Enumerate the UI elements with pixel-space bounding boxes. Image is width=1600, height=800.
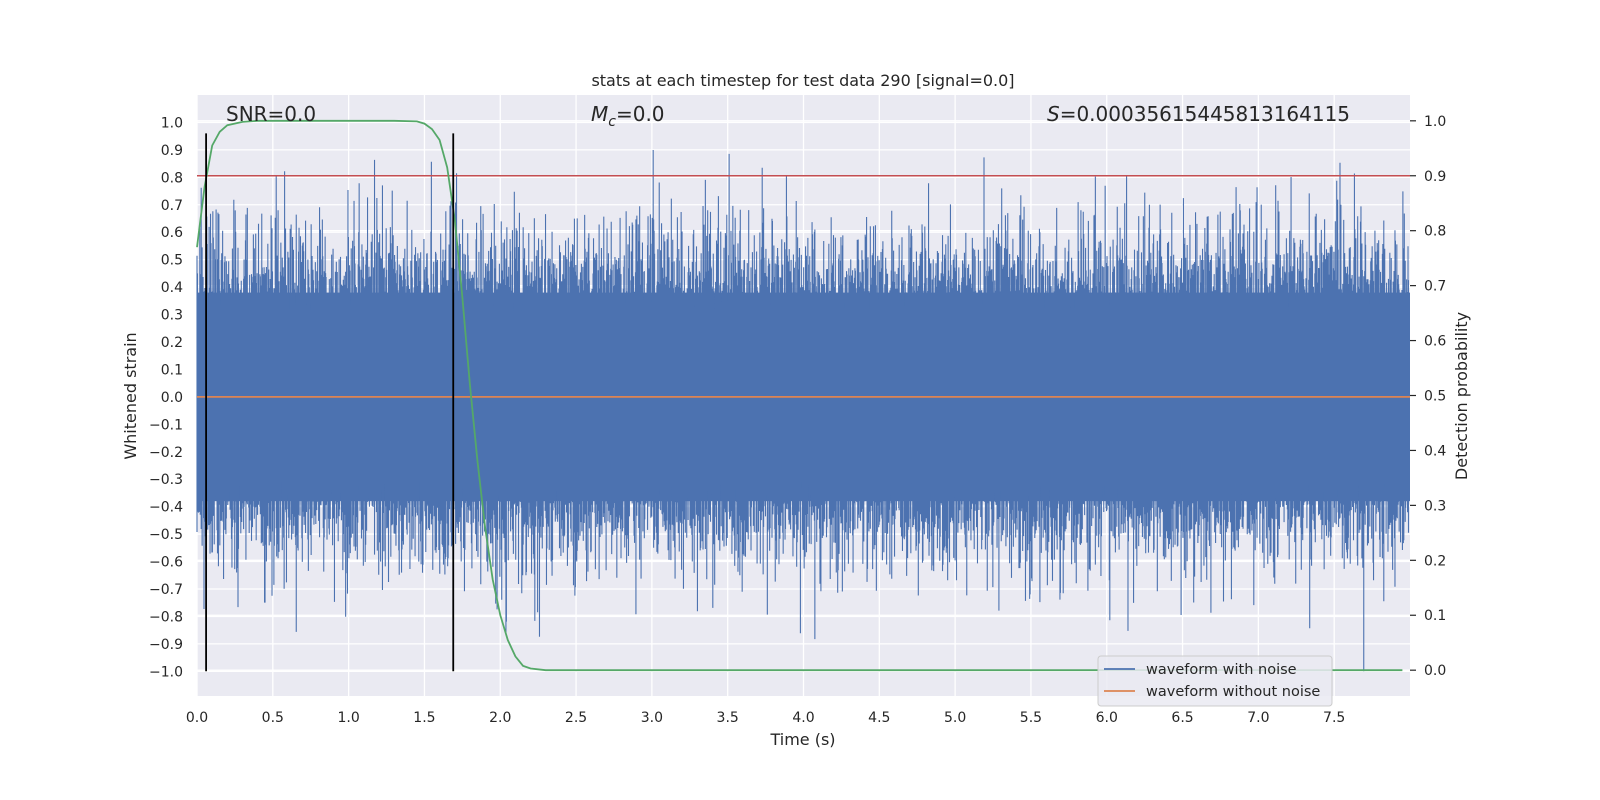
score-symbol: S <box>1047 102 1060 126</box>
legend-label-clean: waveform without noise <box>1146 684 1320 700</box>
x-tick-label: 6.5 <box>1171 710 1193 726</box>
y2-tick-label: 0.3 <box>1424 498 1446 514</box>
y-tick-label: 0.5 <box>161 253 183 269</box>
y2-tick-label: 0.1 <box>1424 608 1446 624</box>
x-tick-label: 5.0 <box>944 710 966 726</box>
y-tick-label: −0.7 <box>149 582 183 598</box>
chirp-mass-subscript: c <box>608 114 616 130</box>
y-tick-label: 0.7 <box>161 198 183 214</box>
y2-tick-label: 0.0 <box>1424 663 1446 679</box>
x-tick-label: 3.0 <box>641 710 663 726</box>
y2-tick-label: 0.7 <box>1424 279 1446 295</box>
x-tick-labels: 0.0 0.5 1.0 1.5 2.0 2.5 3.0 3.5 4.0 4.5 5.0 5.5 6.0 6… <box>186 710 1345 726</box>
y-tick-label: 1.0 <box>161 115 183 131</box>
legend-label-noise: waveform with noise <box>1146 662 1297 678</box>
event-marker-lines <box>205 133 455 672</box>
x-tick-label: 0.5 <box>262 710 284 726</box>
y-tick-label: 0.4 <box>161 280 183 296</box>
snr-annotation: SNR=0.0 <box>226 102 316 126</box>
y-tick-label: −0.2 <box>149 445 183 461</box>
x-tick-label: 7.0 <box>1247 710 1269 726</box>
x-tick-label: 4.0 <box>792 710 814 726</box>
y-tick-label: 0.9 <box>161 143 183 159</box>
x-axis-label: Time (s) <box>769 730 835 749</box>
y2-axis-label: Detection probability <box>1452 312 1471 480</box>
chirp-mass-symbol: M <box>591 102 608 126</box>
y2-tick-label: 1.0 <box>1424 114 1446 130</box>
x-tick-label: 2.5 <box>565 710 587 726</box>
y-tick-label: 0.0 <box>161 390 183 406</box>
x-tick-label: 4.5 <box>868 710 890 726</box>
x-tick-label: 3.5 <box>717 710 739 726</box>
x-tick-label: 5.5 <box>1020 710 1042 726</box>
detection-probability-line <box>196 119 1403 672</box>
x-tick-label: 1.5 <box>413 710 435 726</box>
y2-tick-label: 0.9 <box>1424 169 1446 185</box>
y-tick-label: 0.8 <box>161 170 183 186</box>
y2-tick-label: 0.4 <box>1424 443 1446 459</box>
score-value: =0.00035615445813164115 <box>1060 102 1350 126</box>
chirp-mass-annotation: Mc=0.0 <box>591 102 665 130</box>
y2-tick-labels: 1.0 0.9 0.8 0.7 0.6 0.5 0.4 0.3 0.2 0.1 0.0 <box>1410 114 1446 679</box>
y-tick-label: −0.1 <box>149 417 183 433</box>
y2-tick-label: 0.6 <box>1424 334 1446 350</box>
y-tick-labels: 1.0 0.9 0.8 0.7 0.6 0.5 0.4 0.3 0.2 0.1 0.0 −0.1 −0.… <box>149 115 183 680</box>
y-axis-label: Whitened strain <box>121 332 140 459</box>
y-tick-label: −1.0 <box>149 664 183 680</box>
y-tick-label: −0.3 <box>149 472 183 488</box>
x-tick-label: 2.0 <box>489 710 511 726</box>
chirp-mass-value: =0.0 <box>616 102 665 126</box>
chart-title: stats at each timestep for test data 290… <box>591 71 1014 90</box>
y-tick-label: −0.6 <box>149 555 183 571</box>
y2-tick-label: 0.8 <box>1424 224 1446 240</box>
x-tick-label: 7.5 <box>1323 710 1345 726</box>
y-tick-label: −0.5 <box>149 527 183 543</box>
score-annotation: S=0.00035615445813164115 <box>1047 102 1350 126</box>
y2-tick-label: 0.5 <box>1424 389 1446 405</box>
y-tick-label: −0.8 <box>149 609 183 625</box>
y-tick-label: −0.4 <box>149 500 183 516</box>
legend-box <box>1097 655 1333 707</box>
x-tick-label: 0.0 <box>186 710 208 726</box>
x-tick-label: 1.0 <box>337 710 359 726</box>
y2-tick-label: 0.2 <box>1424 553 1446 569</box>
y-tick-label: −0.9 <box>149 637 183 653</box>
y-tick-label: 0.6 <box>161 225 183 241</box>
y-tick-label: 0.3 <box>161 308 183 324</box>
legend: waveform with noise waveform without noi… <box>1097 655 1333 707</box>
y-tick-label: 0.2 <box>161 335 183 351</box>
x-tick-label: 6.0 <box>1096 710 1118 726</box>
y-tick-label: 0.1 <box>161 362 183 378</box>
